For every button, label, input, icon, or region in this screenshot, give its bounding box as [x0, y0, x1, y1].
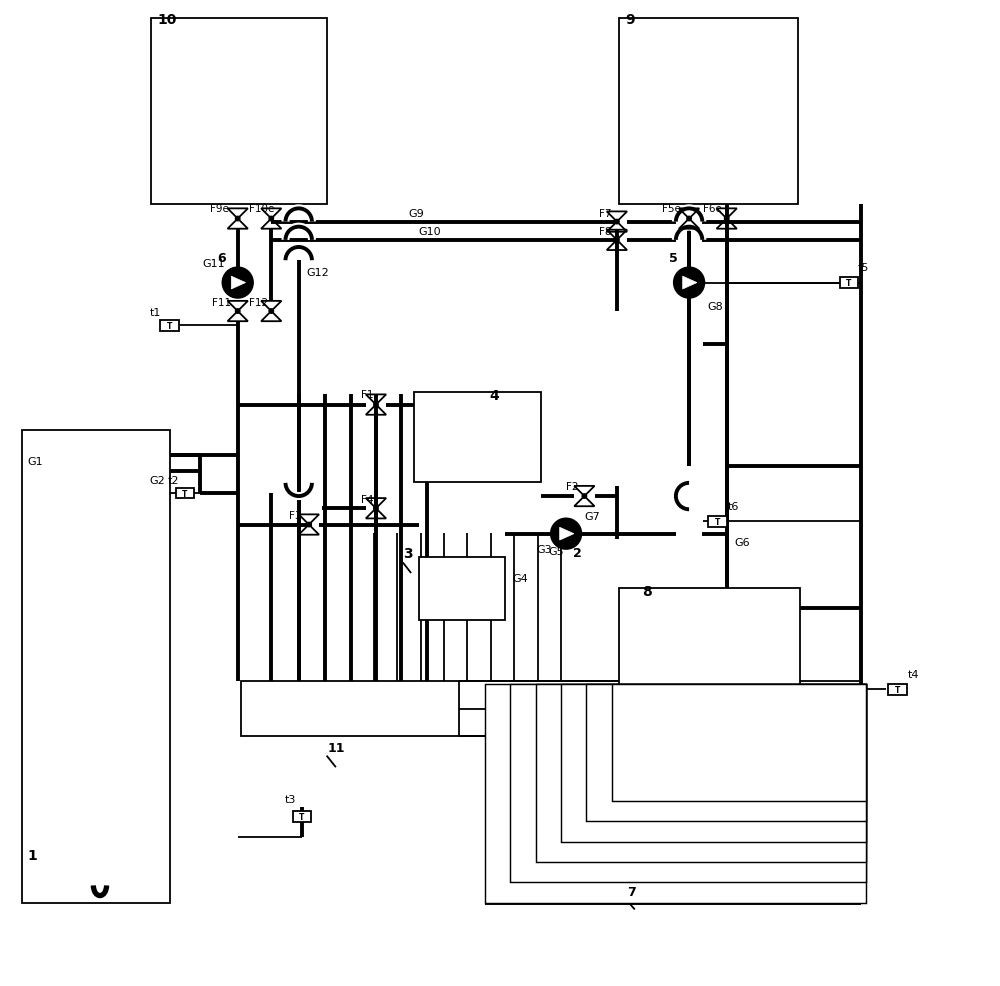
- Text: 1: 1: [27, 848, 37, 862]
- Bar: [612, 684, 866, 802]
- Text: F8: F8: [599, 227, 611, 237]
- Text: G8: G8: [707, 302, 723, 312]
- Bar: [160, 320, 179, 331]
- Circle shape: [615, 239, 619, 243]
- Text: G4: G4: [512, 574, 528, 584]
- Bar: [22, 431, 170, 903]
- Text: 6: 6: [217, 252, 226, 265]
- Text: F7: F7: [599, 208, 611, 218]
- Text: G3: G3: [537, 544, 552, 554]
- Circle shape: [675, 269, 703, 298]
- Text: T: T: [715, 518, 720, 527]
- Text: G12: G12: [307, 268, 330, 278]
- Circle shape: [687, 217, 691, 222]
- Text: t2: t2: [168, 475, 179, 485]
- Text: G1: G1: [27, 457, 43, 466]
- Text: F12: F12: [249, 298, 268, 308]
- Bar: [586, 684, 866, 821]
- Bar: [419, 557, 505, 620]
- Bar: [151, 20, 327, 205]
- Bar: [241, 681, 459, 737]
- Circle shape: [307, 523, 311, 528]
- Text: t1: t1: [149, 308, 161, 317]
- Text: T: T: [182, 489, 188, 498]
- Text: F6e: F6e: [703, 204, 722, 214]
- Text: t4: t4: [908, 669, 919, 679]
- Bar: [840, 278, 858, 289]
- Bar: [888, 684, 907, 695]
- Circle shape: [724, 217, 729, 222]
- Circle shape: [235, 217, 240, 222]
- Bar: [293, 810, 311, 822]
- Text: 2: 2: [573, 546, 582, 559]
- Bar: [176, 488, 194, 499]
- Polygon shape: [683, 277, 697, 290]
- Text: G9: G9: [409, 208, 424, 218]
- Text: 3: 3: [403, 546, 413, 560]
- Text: 11: 11: [327, 741, 345, 754]
- Text: 7: 7: [627, 884, 636, 897]
- Polygon shape: [560, 528, 574, 540]
- Text: F9e: F9e: [210, 204, 229, 214]
- Text: 5: 5: [669, 252, 678, 265]
- Bar: [414, 393, 541, 482]
- Text: t6: t6: [728, 502, 739, 512]
- Text: G10: G10: [419, 227, 441, 237]
- Text: F11: F11: [212, 298, 231, 308]
- Text: 10: 10: [157, 14, 177, 28]
- Circle shape: [269, 217, 273, 222]
- Circle shape: [374, 403, 378, 407]
- Text: G11: G11: [202, 259, 225, 269]
- Circle shape: [235, 310, 240, 314]
- Text: t5: t5: [858, 263, 869, 273]
- Bar: [708, 517, 727, 528]
- Text: F10e: F10e: [249, 204, 274, 214]
- Text: G7: G7: [584, 512, 600, 522]
- Text: G2: G2: [149, 475, 165, 485]
- Circle shape: [269, 310, 273, 314]
- Text: F1: F1: [361, 390, 373, 400]
- Text: T: T: [167, 321, 172, 330]
- Bar: [619, 588, 800, 700]
- Text: F4: F4: [361, 495, 373, 505]
- Circle shape: [374, 507, 378, 511]
- Circle shape: [223, 269, 252, 298]
- Text: G6: G6: [735, 537, 750, 547]
- Text: 8: 8: [642, 584, 652, 599]
- Circle shape: [582, 494, 587, 499]
- Polygon shape: [231, 277, 246, 290]
- Bar: [510, 684, 866, 882]
- Bar: [485, 684, 866, 903]
- Text: G5: G5: [549, 546, 564, 556]
- Text: T: T: [299, 811, 304, 821]
- Text: t3: t3: [284, 795, 296, 805]
- Text: 9: 9: [625, 14, 635, 28]
- Bar: [619, 20, 798, 205]
- Text: F3: F3: [289, 511, 301, 521]
- Circle shape: [552, 520, 580, 548]
- Text: 4: 4: [490, 388, 500, 402]
- Bar: [561, 684, 866, 842]
- Text: F2: F2: [566, 481, 579, 491]
- Text: T: T: [895, 685, 900, 694]
- Text: T: T: [846, 279, 851, 288]
- Text: F5e: F5e: [662, 204, 681, 214]
- Bar: [536, 684, 866, 862]
- Circle shape: [615, 220, 619, 225]
